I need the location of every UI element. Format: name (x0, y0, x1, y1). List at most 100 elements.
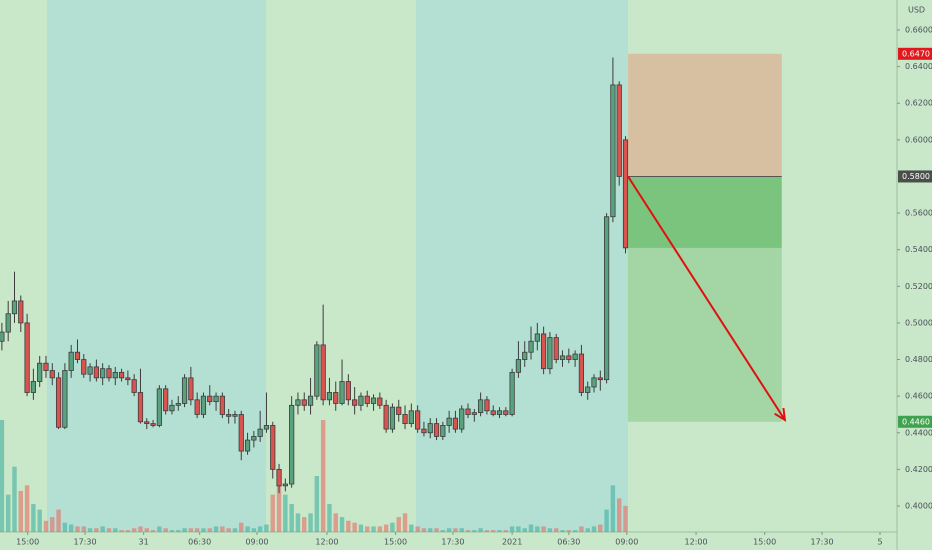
volume-bar (491, 530, 496, 532)
volume-bar (390, 522, 395, 532)
candle-body (553, 337, 559, 360)
candle-body (459, 408, 465, 430)
volume-bar (163, 528, 168, 532)
volume-bar (339, 517, 345, 532)
candle-body (541, 333, 547, 370)
candle-body (81, 359, 87, 375)
volume-bar (31, 504, 36, 532)
candle-body (49, 370, 55, 379)
candle-body (478, 399, 484, 414)
candle-body (604, 216, 610, 381)
volume-bar (377, 526, 383, 532)
volume-bar (157, 526, 162, 532)
volume-bar (415, 526, 420, 532)
volume-bar (610, 485, 616, 532)
volume-bar (264, 524, 269, 532)
candle-body (257, 428, 263, 437)
candle-body (307, 395, 314, 406)
candle-body (339, 381, 345, 404)
volume-bar (24, 485, 30, 532)
candle-body (37, 362, 43, 382)
candle-body (238, 414, 244, 452)
candle-body (181, 377, 188, 404)
volume-bar (428, 528, 433, 532)
candle-body (622, 139, 629, 249)
candle-body (515, 359, 522, 373)
y-tick-label: 0.6400 (905, 62, 932, 71)
candle-body (326, 392, 333, 401)
candle-body (100, 368, 106, 379)
candle-body (188, 377, 194, 401)
volume-bar (43, 520, 49, 532)
volume-bar (585, 528, 590, 532)
volume-bar (18, 490, 23, 532)
candle-body (471, 412, 477, 415)
x-tick-label: 31 (139, 538, 149, 547)
candle-body (585, 386, 591, 393)
volume-bar (440, 530, 446, 532)
candle-body (263, 425, 270, 430)
candle-body (232, 414, 238, 417)
x-tick-label: 12:00 (685, 538, 708, 547)
candle-body (490, 410, 496, 415)
volume-bar (12, 466, 17, 532)
volume-bar (50, 517, 55, 532)
x-tick-label: 15:00 (384, 538, 407, 547)
trend-arrow (627, 175, 786, 421)
volume-bar (383, 524, 389, 532)
candle-body (118, 371, 125, 379)
volume-bar (528, 524, 534, 532)
candle-body (415, 410, 421, 430)
volume-bar (409, 524, 414, 532)
candle-body (301, 399, 307, 406)
candle-body (484, 399, 490, 412)
y-tick-label: 0.5200 (905, 282, 932, 291)
volume-bar (535, 526, 540, 532)
candle-body (213, 395, 219, 403)
candle-body (93, 366, 99, 379)
candle-body (24, 322, 30, 393)
candle-body (578, 353, 585, 393)
volume-bar (365, 526, 370, 532)
candle-body (534, 333, 540, 342)
volume-bar (446, 528, 452, 532)
volume-bar (346, 520, 351, 532)
volume-bar (358, 524, 364, 532)
candle-body (427, 423, 433, 434)
candle-body (421, 428, 427, 434)
candle-body (219, 395, 225, 415)
volume-bar (604, 509, 609, 532)
volume-bar (270, 494, 275, 532)
volume-bar (465, 530, 471, 532)
volume-bar (289, 504, 294, 532)
volume-bar (509, 526, 515, 532)
volume-bar (182, 528, 187, 532)
volume-bar (239, 522, 244, 532)
volume-bar (68, 524, 74, 532)
candle-body (200, 395, 207, 415)
candle-body (566, 355, 572, 360)
candle-body (5, 313, 11, 333)
volume-bar (421, 528, 427, 532)
candle-body (408, 410, 414, 425)
candle-body (112, 371, 118, 379)
volume-bar (283, 494, 288, 532)
volume-bar (472, 530, 477, 532)
candle-body (62, 370, 68, 428)
candle-body (320, 344, 326, 401)
candle-body (11, 300, 18, 315)
volume-bar (119, 530, 124, 532)
volume-bar (188, 528, 194, 532)
volume-bar (220, 526, 225, 532)
x-tick-label: 15:00 (753, 538, 776, 547)
volume-bar (75, 526, 80, 532)
candle-body (465, 408, 471, 415)
currency-label: USD (908, 6, 925, 15)
y-tick-label: 0.4200 (905, 465, 932, 474)
candle-body (446, 417, 452, 426)
volume-bar (579, 526, 584, 532)
candle-body (383, 404, 389, 430)
candle-body (522, 351, 528, 360)
x-tick-label: 06:30 (188, 538, 211, 547)
